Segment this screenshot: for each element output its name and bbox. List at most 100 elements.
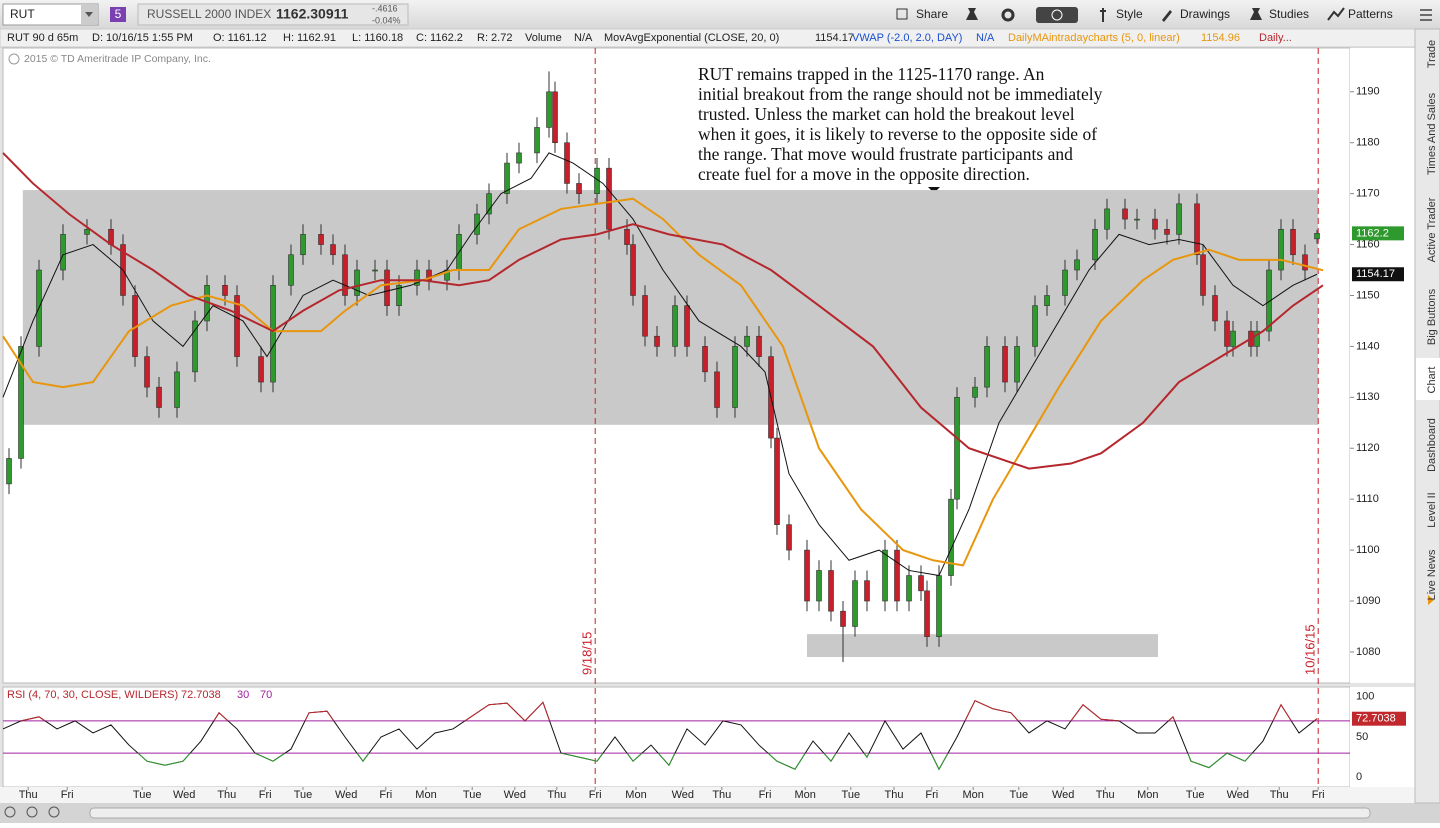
candle-body	[1230, 330, 1236, 347]
pct-change: -0.04%	[372, 15, 401, 25]
x-tick-label: Tue	[1186, 789, 1205, 801]
candle-body	[504, 162, 510, 194]
x-tick-label: Mon	[962, 789, 983, 801]
candle-body	[234, 295, 240, 357]
x-tick-label: Wed	[335, 789, 357, 801]
x-tick-label: Fri	[61, 789, 74, 801]
side-tabs	[1414, 28, 1440, 804]
candle-body	[1176, 203, 1182, 235]
last-price: 1162.30911	[276, 6, 349, 22]
studies-button[interactable]: Studies	[1269, 7, 1309, 21]
rsi-value: 72.7038	[181, 689, 221, 701]
x-tick-label: Mon	[1137, 789, 1158, 801]
side-tab[interactable]: Level II	[1426, 492, 1438, 527]
plot: 1080 1090 1100 1110 1120 1130 1140 1150 1160 1170…	[2, 48, 1406, 801]
x-tick-label: Wed	[1052, 789, 1074, 801]
candle-body	[756, 335, 762, 357]
rsi-tick-label: 50	[1356, 731, 1368, 743]
scroll-thumb[interactable]	[89, 807, 1371, 819]
y-tick-label: 1080	[1356, 646, 1380, 658]
candle-body	[924, 590, 930, 637]
candle-body	[804, 549, 810, 602]
patterns-button[interactable]: Patterns	[1348, 7, 1393, 21]
x-tick-label: Mon	[625, 789, 646, 801]
rsi-oversold	[137, 753, 1253, 771]
annotation-line: when it goes, it is likely to reverse to…	[698, 124, 1097, 144]
info-item: H: 1162.91	[283, 32, 336, 44]
style-button[interactable]: Style	[1116, 7, 1143, 21]
candle-body	[552, 91, 558, 144]
x-tick-label: Thu	[19, 789, 38, 801]
x-tick-label: Wed	[173, 789, 195, 801]
candle-body	[84, 228, 90, 235]
toolbar: RUT 5 RUSSELL 2000 INDEX 1162.30911 -.46…	[0, 0, 1440, 29]
candle-body	[1014, 346, 1020, 383]
side-tab[interactable]: Times And Sales	[1426, 92, 1438, 175]
candle-body	[414, 269, 420, 286]
active-tab-bg	[1416, 358, 1440, 400]
annotation-line: trusted. Unless the market can hold the …	[698, 104, 1075, 124]
x-tick-label: Tue	[294, 789, 313, 801]
candle-body	[258, 356, 264, 383]
candle-body	[774, 437, 780, 525]
x-tick-label: Thu	[547, 789, 566, 801]
candle-body	[654, 335, 660, 347]
time-button[interactable]	[1036, 7, 1078, 23]
rsi-level: 30	[237, 689, 249, 701]
x-tick-label: Wed	[672, 789, 694, 801]
symbol-input[interactable]	[2, 3, 99, 26]
candle-body	[546, 91, 552, 128]
candle-body	[534, 127, 540, 154]
share-button[interactable]: Share	[916, 7, 948, 21]
candle-body	[1302, 254, 1308, 271]
drawings-button[interactable]: Drawings	[1180, 7, 1230, 21]
study-name: Daily...	[1259, 32, 1292, 44]
candle-body	[1314, 233, 1320, 240]
event-label: 10/16/15	[1303, 624, 1318, 675]
x-tick-label: Mon	[794, 789, 815, 801]
candle-body	[1164, 228, 1170, 235]
candle-body	[624, 228, 630, 245]
side-tab[interactable]: Big Buttons	[1426, 288, 1438, 345]
time-axis	[0, 787, 1415, 803]
x-tick-label: Fri	[259, 789, 272, 801]
x-tick-label: Wed	[1227, 789, 1249, 801]
y-tick-label: 1110	[1356, 493, 1379, 505]
study-name: DailyMAintradaycharts (5, 0, linear)	[1008, 32, 1180, 44]
copyright: 2015 © TD Ameritrade IP Company, Inc.	[24, 53, 211, 65]
link-badge[interactable]	[110, 7, 126, 22]
rsi-value-label: 72.7038	[1356, 713, 1396, 725]
candle-body	[564, 142, 570, 184]
candle-body	[222, 284, 228, 296]
annotation-line: the range. That move would frustrate par…	[698, 144, 1073, 164]
rsi-axis	[1350, 687, 1415, 787]
candle-body	[906, 575, 912, 602]
candle-body	[918, 575, 924, 592]
y-tick-label: 1130	[1356, 391, 1380, 403]
side-tab[interactable]: Live News	[1426, 549, 1438, 600]
quote-box	[137, 3, 409, 26]
x-tick-label: Fri	[1312, 789, 1325, 801]
x-tick-label: Fri	[925, 789, 938, 801]
side-tab[interactable]: Trade	[1426, 40, 1438, 68]
candle-body	[60, 234, 66, 271]
candle-body	[972, 386, 978, 398]
study-value: 1154.96	[1201, 32, 1240, 44]
x-tick-label: Tue	[842, 789, 861, 801]
info-item: Volume	[525, 32, 562, 44]
candle-body	[372, 269, 378, 272]
instrument-name: RUSSELL 2000 INDEX	[147, 7, 271, 21]
rsi-overbought	[19, 700, 1318, 721]
candle-body	[1104, 208, 1110, 230]
side-tab[interactable]: Dashboard	[1426, 418, 1438, 472]
rsi-tick-label: 100	[1356, 691, 1374, 703]
candle-body	[1032, 305, 1038, 347]
candle-body	[948, 498, 954, 576]
x-tick-label: Thu	[217, 789, 236, 801]
side-tab[interactable]: Chart	[1426, 367, 1438, 394]
info-item: R: 2.72	[477, 32, 512, 44]
candle-body	[486, 193, 492, 215]
side-tab[interactable]: Active Trader	[1426, 197, 1438, 262]
ema-label-bg	[1352, 267, 1404, 282]
